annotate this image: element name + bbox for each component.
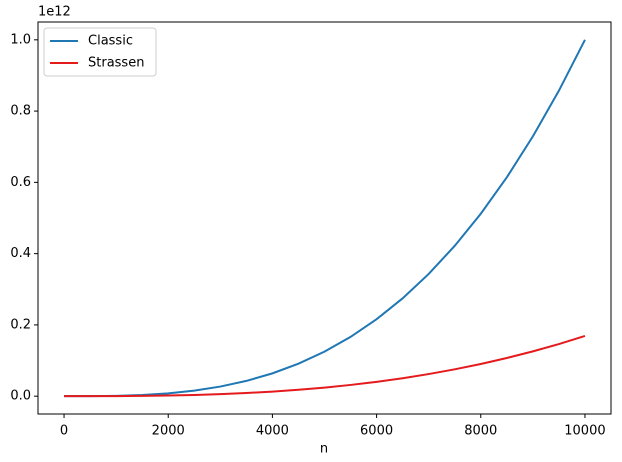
y-tick-label: 0.8 [10,104,31,119]
y-tick-label: 0.4 [10,246,31,261]
x-tick-label: 8000 [464,424,497,439]
y-tick-label: 0.0 [10,389,31,404]
x-axis-label: n [320,442,328,457]
x-tick-label: 10000 [564,424,605,439]
axes-frame [37,21,612,415]
legend-label: Classic [88,34,133,49]
x-tick-label: 6000 [360,424,393,439]
x-tick-label: 4000 [256,424,289,439]
x-tick-label: 2000 [152,424,185,439]
y-offset-label: 1e12 [38,5,71,20]
legend-label: Strassen [88,56,144,71]
y-tick-label: 0.6 [10,175,31,190]
y-tick-label: 1.0 [10,32,31,47]
line [64,335,586,398]
line [64,39,586,398]
y-tick-label: 0.2 [10,317,31,332]
x-tick-label: 0 [60,424,68,439]
